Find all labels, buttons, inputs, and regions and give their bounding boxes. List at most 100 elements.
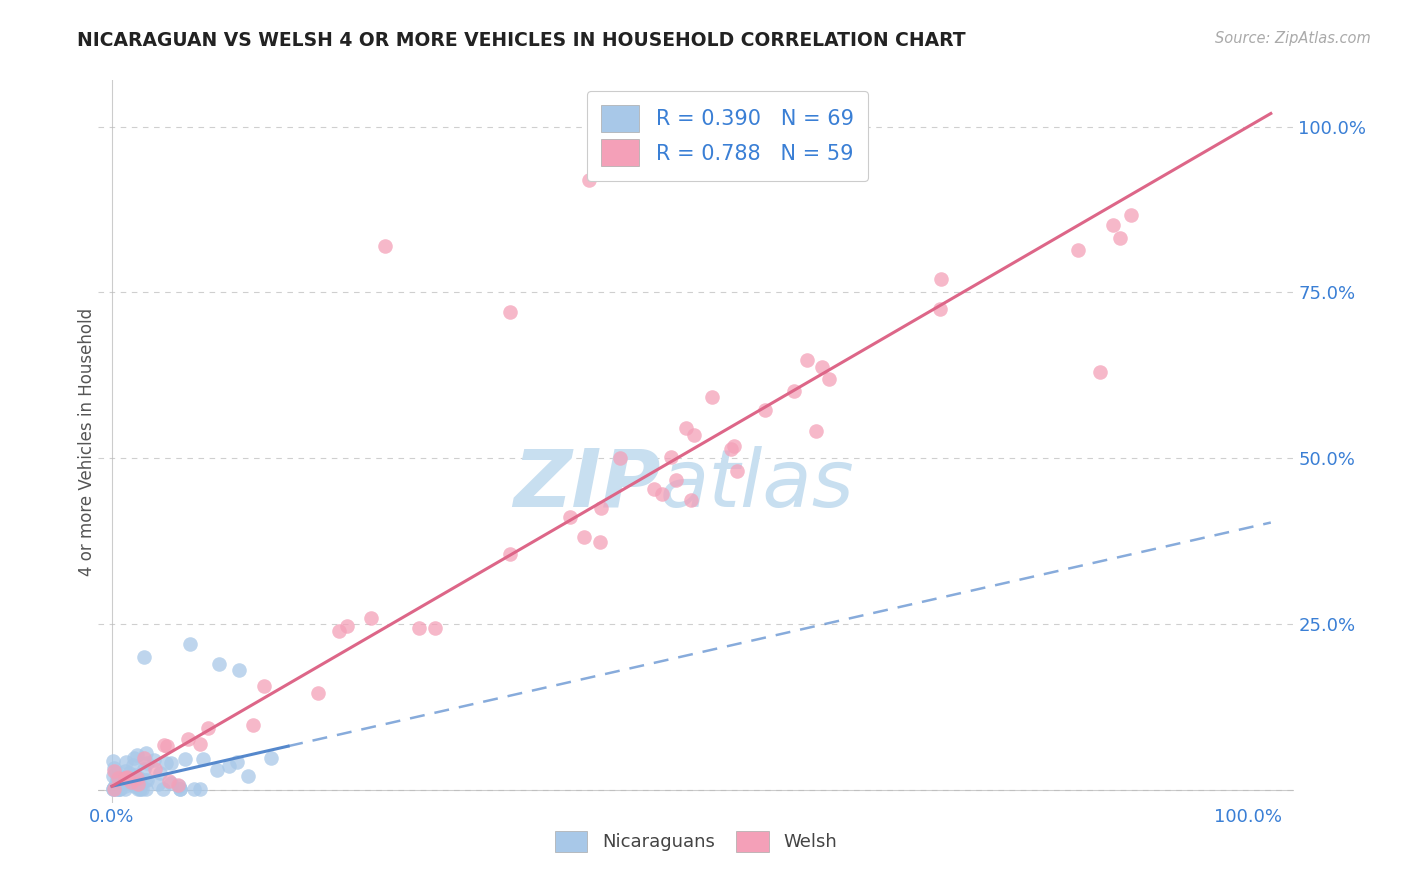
Point xyxy=(120,774,142,789)
Point xyxy=(104,781,127,796)
Point xyxy=(120,772,142,787)
Point xyxy=(107,781,129,796)
Point xyxy=(122,751,145,765)
Point xyxy=(103,761,125,775)
Point xyxy=(811,360,834,375)
Point xyxy=(238,769,260,783)
Point xyxy=(108,781,131,796)
Point xyxy=(589,535,612,549)
Point xyxy=(152,781,174,796)
Point xyxy=(205,763,228,777)
Point xyxy=(723,439,745,453)
Point xyxy=(117,770,139,784)
Point xyxy=(208,657,231,671)
Point xyxy=(115,770,138,784)
Point xyxy=(169,781,191,796)
Point xyxy=(129,781,152,796)
Point xyxy=(135,781,157,796)
Point xyxy=(700,390,723,404)
Text: Source: ZipAtlas.com: Source: ZipAtlas.com xyxy=(1215,31,1371,46)
Point xyxy=(129,775,152,789)
Point xyxy=(134,650,156,665)
Point xyxy=(253,679,276,693)
Point xyxy=(135,756,157,770)
Point xyxy=(796,352,818,367)
Point xyxy=(643,482,665,496)
Point xyxy=(720,442,742,456)
Point xyxy=(103,781,125,796)
Point xyxy=(328,624,350,638)
Point xyxy=(105,764,128,779)
Point xyxy=(218,759,240,773)
Point xyxy=(115,774,138,789)
Point xyxy=(132,751,155,765)
Point xyxy=(374,239,396,253)
Point xyxy=(159,756,181,770)
Point xyxy=(105,770,128,784)
Point xyxy=(169,781,191,796)
Point xyxy=(108,781,131,796)
Point xyxy=(675,421,697,435)
Point xyxy=(143,753,166,767)
Point xyxy=(558,510,581,524)
Point xyxy=(134,772,156,787)
Point xyxy=(191,751,214,765)
Point xyxy=(127,747,149,762)
Point xyxy=(114,764,136,778)
Point xyxy=(128,781,150,796)
Point xyxy=(425,621,447,635)
Point xyxy=(665,473,688,487)
Point xyxy=(782,384,804,399)
Point xyxy=(928,301,950,316)
Point xyxy=(107,781,129,796)
Text: NICARAGUAN VS WELSH 4 OR MORE VEHICLES IN HOUSEHOLD CORRELATION CHART: NICARAGUAN VS WELSH 4 OR MORE VEHICLES I… xyxy=(77,31,966,50)
Point xyxy=(143,762,166,776)
Point xyxy=(336,619,359,633)
Point xyxy=(806,425,828,439)
Point xyxy=(156,739,179,753)
Point xyxy=(1109,231,1132,245)
Point xyxy=(105,780,128,795)
Point xyxy=(103,754,125,768)
Point xyxy=(112,772,135,787)
Point xyxy=(115,755,138,769)
Point xyxy=(115,771,138,785)
Point xyxy=(132,762,155,776)
Point xyxy=(228,663,250,677)
Point xyxy=(188,737,211,751)
Point xyxy=(122,774,145,789)
Point xyxy=(120,774,142,789)
Point xyxy=(103,768,125,782)
Text: ZIP: ZIP xyxy=(513,446,661,524)
Point xyxy=(114,771,136,785)
Point xyxy=(179,637,201,651)
Point xyxy=(103,764,125,778)
Point xyxy=(682,428,704,442)
Point xyxy=(589,501,612,516)
Point xyxy=(1066,244,1088,258)
Point xyxy=(127,777,149,791)
Point xyxy=(157,773,180,788)
Point xyxy=(127,781,149,796)
Point xyxy=(578,172,600,186)
Point xyxy=(103,780,125,794)
Point xyxy=(931,272,953,286)
Point xyxy=(167,779,190,793)
Point xyxy=(122,758,145,772)
Point xyxy=(108,772,131,786)
Point xyxy=(408,621,430,635)
Y-axis label: 4 or more Vehicles in Household: 4 or more Vehicles in Household xyxy=(79,308,96,575)
Point xyxy=(135,746,157,760)
Point xyxy=(1121,208,1143,222)
Point xyxy=(659,450,682,465)
Point xyxy=(107,771,129,785)
Point xyxy=(131,781,153,796)
Point xyxy=(681,492,703,507)
Point xyxy=(188,781,211,796)
Point xyxy=(149,766,172,780)
Point xyxy=(155,756,177,770)
Point xyxy=(226,755,249,769)
Point xyxy=(754,402,776,417)
Point xyxy=(242,718,264,732)
Point xyxy=(125,771,148,785)
